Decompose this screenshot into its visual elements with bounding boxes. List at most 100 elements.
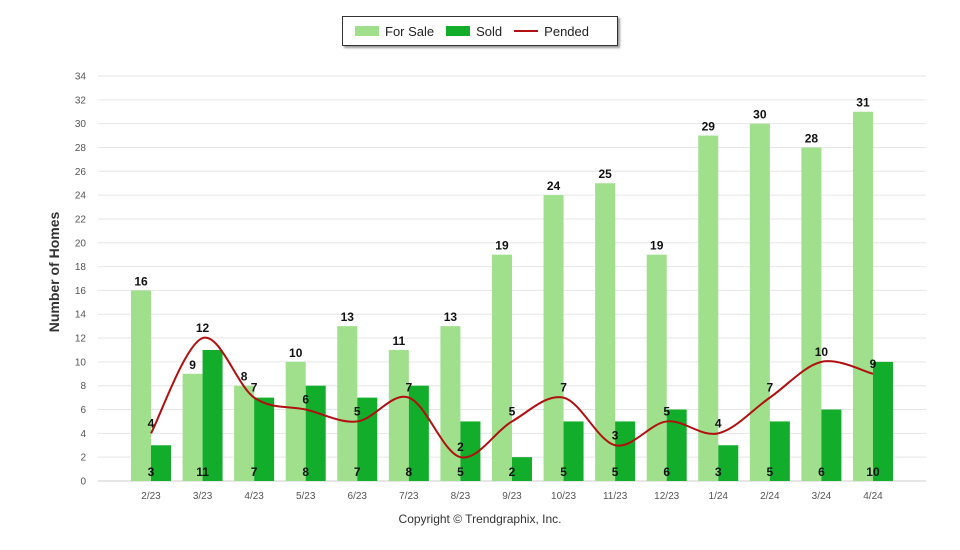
x-tick-label: 11/23 [603, 491, 628, 502]
bar-for-sale[interactable] [543, 195, 564, 481]
legend-item-for-sale[interactable]: For Sale [355, 24, 434, 39]
y-axis-label: Number of Homes [46, 211, 62, 333]
bar-for-sale[interactable] [749, 123, 770, 481]
bar-for-sale[interactable] [801, 147, 822, 481]
y-tick-label: 2 [80, 453, 86, 464]
y-tick-label: 6 [80, 405, 86, 416]
bar-sold[interactable] [254, 397, 275, 481]
bar-for-sale[interactable] [337, 326, 358, 481]
data-label-pended: 3 [612, 428, 619, 442]
data-label-sold: 2 [509, 465, 516, 479]
bar-for-sale[interactable] [131, 290, 151, 481]
y-tick-label: 10 [75, 357, 87, 368]
bar-for-sale[interactable] [852, 111, 873, 481]
data-label-for-sale: 29 [702, 120, 716, 134]
data-label-sold: 11 [196, 465, 209, 479]
data-label-for-sale: 16 [134, 274, 148, 288]
bar-sold[interactable] [408, 385, 429, 481]
bar-for-sale[interactable] [182, 373, 203, 481]
y-tick-label: 34 [75, 72, 87, 83]
data-label-for-sale: 25 [598, 167, 612, 181]
x-tick-label: 2/24 [760, 491, 780, 502]
data-label-for-sale: 19 [495, 239, 509, 253]
bar-sold[interactable] [151, 445, 171, 481]
x-tick-label: 4/23 [244, 491, 264, 502]
x-tick-label: 6/23 [348, 491, 368, 502]
bar-sold[interactable] [718, 445, 739, 481]
x-tick-label: 3/23 [193, 491, 213, 502]
data-label-sold: 3 [148, 465, 155, 479]
data-label-pended: 9 [870, 357, 877, 371]
bar-sold[interactable] [460, 421, 481, 481]
data-label-pended: 12 [196, 321, 210, 335]
bar-for-sale[interactable] [491, 254, 512, 481]
legend: For Sale Sold Pended [342, 16, 618, 46]
y-tick-label: 26 [75, 167, 87, 178]
data-label-for-sale: 31 [856, 96, 870, 110]
data-label-for-sale: 24 [547, 179, 561, 193]
y-tick-label: 8 [80, 381, 86, 392]
bar-sold[interactable] [511, 457, 532, 481]
line-pended[interactable] [150, 336, 874, 459]
data-label-for-sale: 19 [650, 239, 664, 253]
data-label-pended: 7 [766, 381, 773, 395]
data-label-sold: 6 [663, 465, 670, 479]
data-label-for-sale: 11 [393, 334, 406, 348]
data-label-sold: 5 [560, 465, 567, 479]
data-label-for-sale: 10 [289, 346, 303, 360]
y-tick-label: 32 [75, 95, 87, 106]
bar-for-sale[interactable] [440, 326, 461, 481]
bar-sold[interactable] [821, 409, 842, 481]
y-tick-label: 22 [75, 214, 87, 225]
y-tick-label: 24 [75, 191, 87, 202]
data-label-sold: 10 [866, 465, 880, 479]
bar-sold[interactable] [305, 385, 326, 481]
data-label-sold: 5 [457, 465, 464, 479]
x-tick-label: 3/24 [812, 491, 832, 502]
data-label-for-sale: 8 [241, 370, 248, 384]
bar-for-sale[interactable] [388, 349, 409, 481]
grid-layer [98, 75, 926, 482]
bar-sold[interactable] [615, 421, 636, 481]
data-label-pended: 10 [815, 345, 829, 359]
data-label-pended: 5 [354, 404, 361, 418]
y-tick-label: 30 [75, 119, 87, 130]
bar-sold[interactable] [769, 421, 790, 481]
y-tick-label: 4 [80, 429, 86, 440]
bar-for-sale[interactable] [595, 183, 616, 482]
x-tick-label: 9/23 [502, 491, 522, 502]
x-tick-label: 12/23 [654, 491, 679, 502]
data-label-sold: 7 [354, 465, 361, 479]
bar-for-sale[interactable] [698, 135, 719, 481]
line-layer [150, 336, 874, 459]
legend-label-for-sale: For Sale [385, 23, 435, 39]
legend-line-pended [514, 30, 539, 32]
legend-item-pended[interactable]: Pended [514, 24, 589, 39]
bar-sold[interactable] [563, 421, 584, 481]
bar-for-sale[interactable] [285, 361, 306, 481]
data-label-sold: 7 [251, 465, 258, 479]
data-label-sold: 5 [612, 465, 619, 479]
data-label-sold: 8 [406, 465, 413, 479]
bar-sold[interactable] [202, 349, 223, 481]
x-tick-label: 4/24 [863, 491, 883, 502]
data-label-sold: 3 [715, 465, 722, 479]
bar-for-sale[interactable] [234, 385, 255, 481]
y-tick-label: 0 [80, 477, 86, 488]
y-tick-label: 12 [75, 334, 87, 345]
data-label-for-sale: 13 [341, 310, 355, 324]
legend-item-sold[interactable]: Sold [446, 24, 502, 39]
data-label-sold: 8 [302, 465, 309, 479]
x-tick-label: 1/24 [709, 491, 729, 502]
data-label-pended: 6 [302, 393, 309, 407]
data-label-for-sale: 13 [444, 310, 458, 324]
y-tick-label: 20 [75, 238, 87, 249]
bar-sold[interactable] [872, 361, 893, 481]
bar-for-sale[interactable] [646, 254, 667, 481]
data-label-for-sale: 30 [753, 108, 767, 122]
data-label-pended: 7 [406, 381, 413, 395]
bar-sold[interactable] [666, 409, 687, 481]
data-label-pended: 5 [663, 404, 670, 418]
bar-sold[interactable] [357, 397, 378, 481]
